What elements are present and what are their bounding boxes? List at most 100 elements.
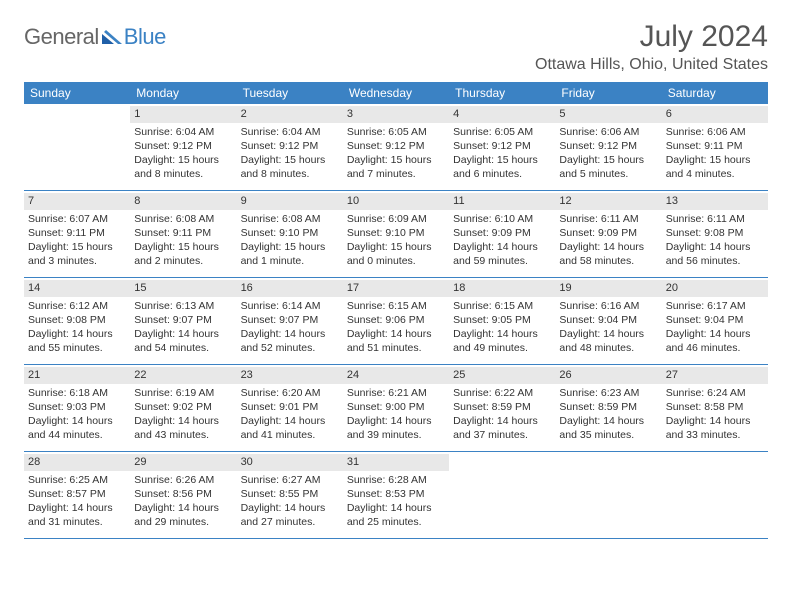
week-row: 1Sunrise: 6:04 AMSunset: 9:12 PMDaylight… <box>24 104 768 191</box>
day-number: 31 <box>343 454 449 471</box>
daylight-text: Daylight: 15 hours and 0 minutes. <box>347 240 445 268</box>
sunset-text: Sunset: 9:12 PM <box>134 139 232 153</box>
calendar-page: General Blue July 2024 Ottawa Hills, Ohi… <box>0 0 792 559</box>
sunset-text: Sunset: 9:05 PM <box>453 313 551 327</box>
calendar: Sunday Monday Tuesday Wednesday Thursday… <box>24 82 768 539</box>
day-number: 16 <box>237 280 343 297</box>
day-number: 19 <box>555 280 661 297</box>
day-cell: 22Sunrise: 6:19 AMSunset: 9:02 PMDayligh… <box>130 365 236 451</box>
day-cell: 18Sunrise: 6:15 AMSunset: 9:05 PMDayligh… <box>449 278 555 364</box>
day-cell: 6Sunrise: 6:06 AMSunset: 9:11 PMDaylight… <box>662 104 768 190</box>
daylight-text: Daylight: 14 hours and 33 minutes. <box>666 414 764 442</box>
daylight-text: Daylight: 14 hours and 35 minutes. <box>559 414 657 442</box>
day-number: 21 <box>24 367 130 384</box>
sunrise-text: Sunrise: 6:06 AM <box>666 125 764 139</box>
sunset-text: Sunset: 8:53 PM <box>347 487 445 501</box>
sunrise-text: Sunrise: 6:11 AM <box>559 212 657 226</box>
sunrise-text: Sunrise: 6:11 AM <box>666 212 764 226</box>
sunset-text: Sunset: 9:00 PM <box>347 400 445 414</box>
location: Ottawa Hills, Ohio, United States <box>535 56 768 74</box>
week-row: 7Sunrise: 6:07 AMSunset: 9:11 PMDaylight… <box>24 191 768 278</box>
sunrise-text: Sunrise: 6:04 AM <box>241 125 339 139</box>
day-cell: 20Sunrise: 6:17 AMSunset: 9:04 PMDayligh… <box>662 278 768 364</box>
daylight-text: Daylight: 15 hours and 4 minutes. <box>666 153 764 181</box>
day-number: 26 <box>555 367 661 384</box>
weekday-header: Friday <box>555 82 661 104</box>
header: General Blue July 2024 Ottawa Hills, Ohi… <box>24 20 768 74</box>
sunset-text: Sunset: 8:58 PM <box>666 400 764 414</box>
daylight-text: Daylight: 14 hours and 37 minutes. <box>453 414 551 442</box>
day-number: 9 <box>237 193 343 210</box>
day-number: 14 <box>24 280 130 297</box>
sunrise-text: Sunrise: 6:27 AM <box>241 473 339 487</box>
weekday-header: Wednesday <box>343 82 449 104</box>
sunrise-text: Sunrise: 6:16 AM <box>559 299 657 313</box>
weekday-header-row: Sunday Monday Tuesday Wednesday Thursday… <box>24 82 768 104</box>
week-row: 14Sunrise: 6:12 AMSunset: 9:08 PMDayligh… <box>24 278 768 365</box>
daylight-text: Daylight: 14 hours and 43 minutes. <box>134 414 232 442</box>
day-cell: 1Sunrise: 6:04 AMSunset: 9:12 PMDaylight… <box>130 104 236 190</box>
week-row: 28Sunrise: 6:25 AMSunset: 8:57 PMDayligh… <box>24 452 768 539</box>
logo-flag-icon <box>102 30 122 44</box>
day-number: 29 <box>130 454 236 471</box>
sunrise-text: Sunrise: 6:05 AM <box>453 125 551 139</box>
day-cell: 26Sunrise: 6:23 AMSunset: 8:59 PMDayligh… <box>555 365 661 451</box>
week-row: 21Sunrise: 6:18 AMSunset: 9:03 PMDayligh… <box>24 365 768 452</box>
sunrise-text: Sunrise: 6:17 AM <box>666 299 764 313</box>
day-number: 13 <box>662 193 768 210</box>
sunset-text: Sunset: 9:09 PM <box>559 226 657 240</box>
daylight-text: Daylight: 15 hours and 8 minutes. <box>241 153 339 181</box>
day-cell <box>662 452 768 538</box>
daylight-text: Daylight: 14 hours and 25 minutes. <box>347 501 445 529</box>
sunset-text: Sunset: 9:10 PM <box>347 226 445 240</box>
daylight-text: Daylight: 14 hours and 59 minutes. <box>453 240 551 268</box>
daylight-text: Daylight: 15 hours and 5 minutes. <box>559 153 657 181</box>
daylight-text: Daylight: 15 hours and 2 minutes. <box>134 240 232 268</box>
sunset-text: Sunset: 9:08 PM <box>666 226 764 240</box>
weekday-header: Saturday <box>662 82 768 104</box>
sunset-text: Sunset: 9:10 PM <box>241 226 339 240</box>
day-cell: 31Sunrise: 6:28 AMSunset: 8:53 PMDayligh… <box>343 452 449 538</box>
sunset-text: Sunset: 9:04 PM <box>559 313 657 327</box>
sunset-text: Sunset: 9:02 PM <box>134 400 232 414</box>
weekday-header: Thursday <box>449 82 555 104</box>
sunset-text: Sunset: 9:11 PM <box>666 139 764 153</box>
daylight-text: Daylight: 14 hours and 52 minutes. <box>241 327 339 355</box>
daylight-text: Daylight: 15 hours and 8 minutes. <box>134 153 232 181</box>
daylight-text: Daylight: 15 hours and 3 minutes. <box>28 240 126 268</box>
sunrise-text: Sunrise: 6:22 AM <box>453 386 551 400</box>
sunrise-text: Sunrise: 6:07 AM <box>28 212 126 226</box>
sunrise-text: Sunrise: 6:05 AM <box>347 125 445 139</box>
day-cell: 19 Sunrise: 6:16 AMSunset: 9:04 PMDayligh… <box>555 278 661 364</box>
sunset-text: Sunset: 8:57 PM <box>28 487 126 501</box>
sunset-text: Sunset: 8:56 PM <box>134 487 232 501</box>
day-cell: 30Sunrise: 6:27 AMSunset: 8:55 PMDayligh… <box>237 452 343 538</box>
day-cell: 21Sunrise: 6:18 AMSunset: 9:03 PMDayligh… <box>24 365 130 451</box>
daylight-text: Daylight: 14 hours and 56 minutes. <box>666 240 764 268</box>
daylight-text: Daylight: 14 hours and 54 minutes. <box>134 327 232 355</box>
sunset-text: Sunset: 9:12 PM <box>453 139 551 153</box>
sunrise-text: Sunrise: 6:04 AM <box>134 125 232 139</box>
day-number: 20 <box>662 280 768 297</box>
day-number: 22 <box>130 367 236 384</box>
day-number: 7 <box>24 193 130 210</box>
weekday-header: Sunday <box>24 82 130 104</box>
day-cell: 27Sunrise: 6:24 AMSunset: 8:58 PMDayligh… <box>662 365 768 451</box>
daylight-text: Daylight: 14 hours and 48 minutes. <box>559 327 657 355</box>
day-number: 28 <box>24 454 130 471</box>
daylight-text: Daylight: 15 hours and 6 minutes. <box>453 153 551 181</box>
sunset-text: Sunset: 9:12 PM <box>559 139 657 153</box>
sunset-text: Sunset: 8:55 PM <box>241 487 339 501</box>
sunset-text: Sunset: 9:07 PM <box>134 313 232 327</box>
day-number: 10 <box>343 193 449 210</box>
day-number: 3 <box>343 106 449 123</box>
day-cell: 24Sunrise: 6:21 AMSunset: 9:00 PMDayligh… <box>343 365 449 451</box>
daylight-text: Daylight: 15 hours and 1 minute. <box>241 240 339 268</box>
sunset-text: Sunset: 9:07 PM <box>241 313 339 327</box>
day-cell: 17Sunrise: 6:15 AMSunset: 9:06 PMDayligh… <box>343 278 449 364</box>
day-cell: 8Sunrise: 6:08 AMSunset: 9:11 PMDaylight… <box>130 191 236 277</box>
sunrise-text: Sunrise: 6:15 AM <box>347 299 445 313</box>
sunset-text: Sunset: 9:09 PM <box>453 226 551 240</box>
day-cell: 4Sunrise: 6:05 AMSunset: 9:12 PMDaylight… <box>449 104 555 190</box>
day-cell: 28Sunrise: 6:25 AMSunset: 8:57 PMDayligh… <box>24 452 130 538</box>
